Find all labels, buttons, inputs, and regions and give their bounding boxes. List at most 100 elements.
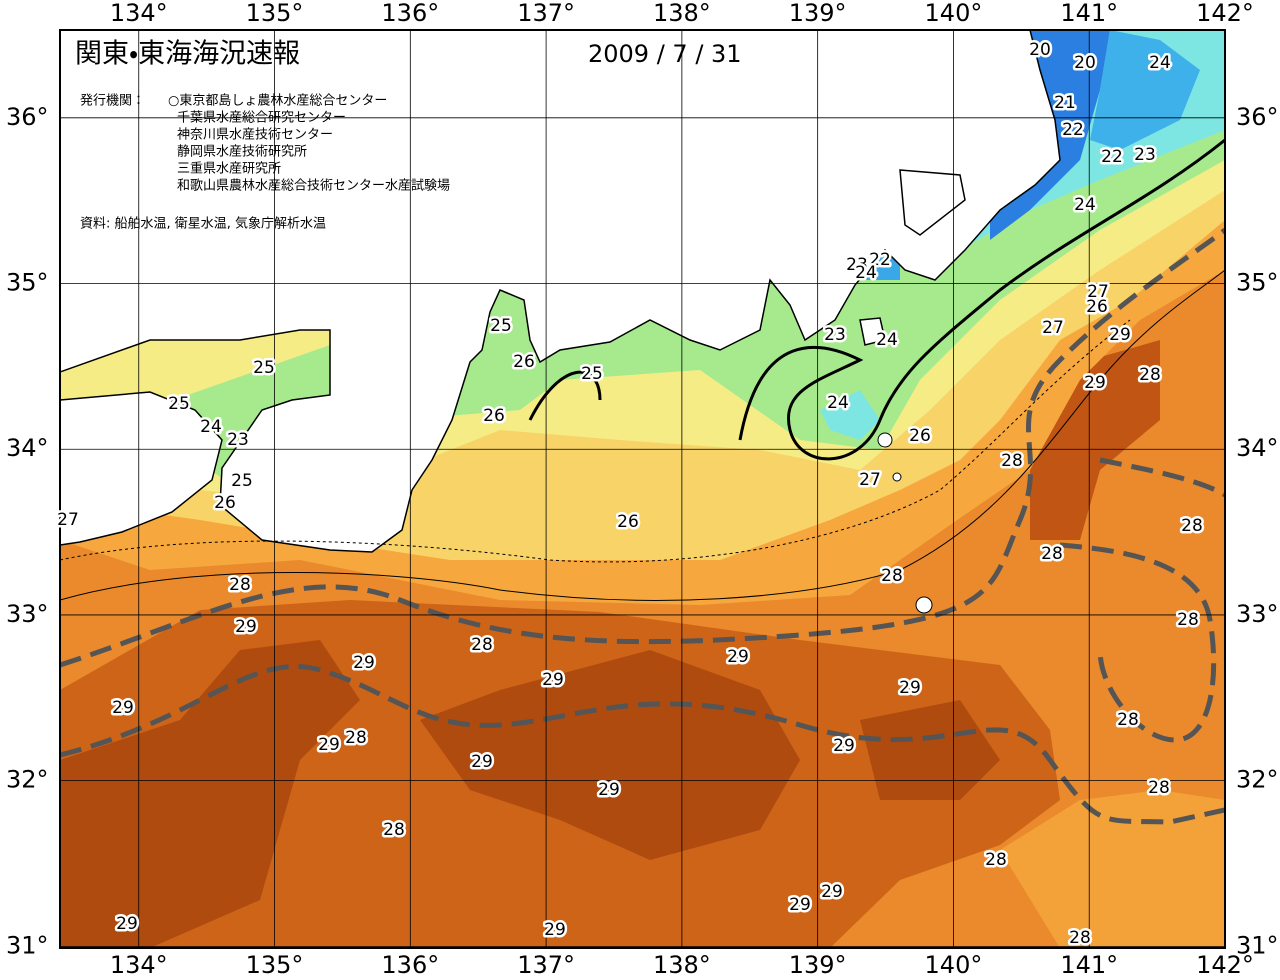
contour-label: 23 xyxy=(846,255,868,275)
contour-label: 23 xyxy=(824,325,846,345)
lat-tick-label: 32° xyxy=(6,766,49,794)
zone-29-dark xyxy=(60,640,360,948)
contour-label: 29 xyxy=(116,914,138,934)
zone-22 xyxy=(1090,30,1200,150)
contour-label: 24 xyxy=(827,393,849,413)
lon-tick-label: 141° xyxy=(1060,0,1118,27)
contour-label: 26 xyxy=(617,512,639,532)
kuroshio xyxy=(1099,457,1225,498)
contour-label: 24 xyxy=(855,263,877,283)
lat-tick-label: 31° xyxy=(6,931,49,959)
contour-label: 29 xyxy=(542,670,564,690)
contour-label: 28 xyxy=(383,820,405,840)
zone-29-dark xyxy=(420,650,800,860)
contour-label: 24 xyxy=(1149,53,1171,73)
title: 関東・東海海況速報 xyxy=(75,39,300,70)
contour-label: 27 xyxy=(1087,282,1109,302)
contour-label: 27 xyxy=(57,510,79,530)
agency: ○東京都島しょ農林水産総合センター xyxy=(168,93,387,109)
land xyxy=(899,169,966,236)
contour-label: 28 xyxy=(1148,778,1170,798)
contour-label: 24 xyxy=(200,417,222,437)
lat-tick-label: 36° xyxy=(6,103,49,131)
contour-label: 28 xyxy=(1001,451,1023,471)
lon-tick-label: 139° xyxy=(789,951,847,979)
contour-label: 29 xyxy=(899,678,921,698)
lon-tick-label: 142° xyxy=(1196,951,1254,979)
contour-label: 25 xyxy=(490,316,512,336)
lat-tick-label: 35° xyxy=(1236,269,1279,297)
contour-label: 29 xyxy=(544,920,566,940)
agencies-label: 発行機関： xyxy=(80,94,145,109)
lon-tick-label: 139° xyxy=(789,0,847,27)
agency: 千葉県水産総合研究センター xyxy=(177,110,346,126)
contour-label: 27 xyxy=(859,470,881,490)
contour-label: 29 xyxy=(821,882,843,902)
contour-label: 22 xyxy=(869,250,891,270)
contour-label: 22 xyxy=(1101,147,1123,167)
agency: 静岡県水産技術研究所 xyxy=(177,144,307,160)
lon-tick-label: 137° xyxy=(517,951,575,979)
lat-tick-label: 32° xyxy=(1236,766,1279,794)
lat-tick-label: 31° xyxy=(1236,931,1279,959)
contour-label: 26 xyxy=(513,352,535,372)
contour-label: 28 xyxy=(471,635,493,655)
contour-label: 25 xyxy=(168,394,190,414)
lon-tick-label: 138° xyxy=(653,0,711,27)
contour-label: 29 xyxy=(112,698,134,718)
lat-tick-label: 34° xyxy=(1236,434,1279,462)
lat-tick-label: 33° xyxy=(1236,600,1279,628)
zone-29-dark xyxy=(860,700,1000,800)
contour-label: 26 xyxy=(1086,297,1108,317)
contour-label: 26 xyxy=(214,493,236,513)
lon-tick-label: 136° xyxy=(381,951,439,979)
contour-label: 28 xyxy=(345,728,367,748)
agency: 神奈川県水産技術センター xyxy=(177,127,333,143)
date: 2009 / 7 / 31 xyxy=(588,40,742,68)
frame xyxy=(59,29,1226,949)
lat-tick-label: 35° xyxy=(6,269,49,297)
contour-label: 25 xyxy=(581,364,603,384)
contour-label: 28 xyxy=(1117,710,1139,730)
kuroshio xyxy=(60,228,1225,668)
lat-tick-label: 36° xyxy=(1236,103,1279,131)
contour-label: 28 xyxy=(1041,544,1063,564)
contour-label: 29 xyxy=(353,653,375,673)
kuroshio xyxy=(60,663,1225,825)
contour xyxy=(60,319,1131,563)
zone-27-light xyxy=(1000,790,1225,948)
lat-tick-label: 33° xyxy=(6,600,49,628)
contour-label: 26 xyxy=(909,426,931,446)
contour-label: 29 xyxy=(789,895,811,915)
contour-label: 28 xyxy=(1069,928,1091,948)
contour-label: 29 xyxy=(471,752,493,772)
contour-label: 29 xyxy=(598,780,620,800)
contour-label: 29 xyxy=(727,647,749,667)
contour-label: 23 xyxy=(227,430,249,450)
agency: 三重県水産研究所 xyxy=(177,161,281,177)
contour-label: 22 xyxy=(1062,120,1084,140)
contour-label: 28 xyxy=(229,575,251,595)
lon-tick-label: 134° xyxy=(110,0,168,27)
lon-tick-label: 141° xyxy=(1060,951,1118,979)
lon-tick-label: 136° xyxy=(381,0,439,27)
island xyxy=(892,472,902,482)
contour-label: 24 xyxy=(876,330,898,350)
contour xyxy=(60,269,1225,601)
kuroshio xyxy=(1059,542,1217,743)
contour-label: 20 xyxy=(1029,40,1051,60)
contour-label: 29 xyxy=(833,736,855,756)
land xyxy=(60,30,1061,553)
contour-label: 27 xyxy=(1042,318,1064,338)
contour-label: 25 xyxy=(253,358,275,378)
lon-tick-label: 137° xyxy=(517,0,575,27)
lon-tick-label: 140° xyxy=(925,0,983,27)
land xyxy=(60,391,223,546)
contour-label: 26 xyxy=(483,406,505,426)
sea-layer xyxy=(60,30,1225,948)
lon-tick-label: 135° xyxy=(246,0,304,27)
contour-label: 29 xyxy=(1084,373,1106,393)
